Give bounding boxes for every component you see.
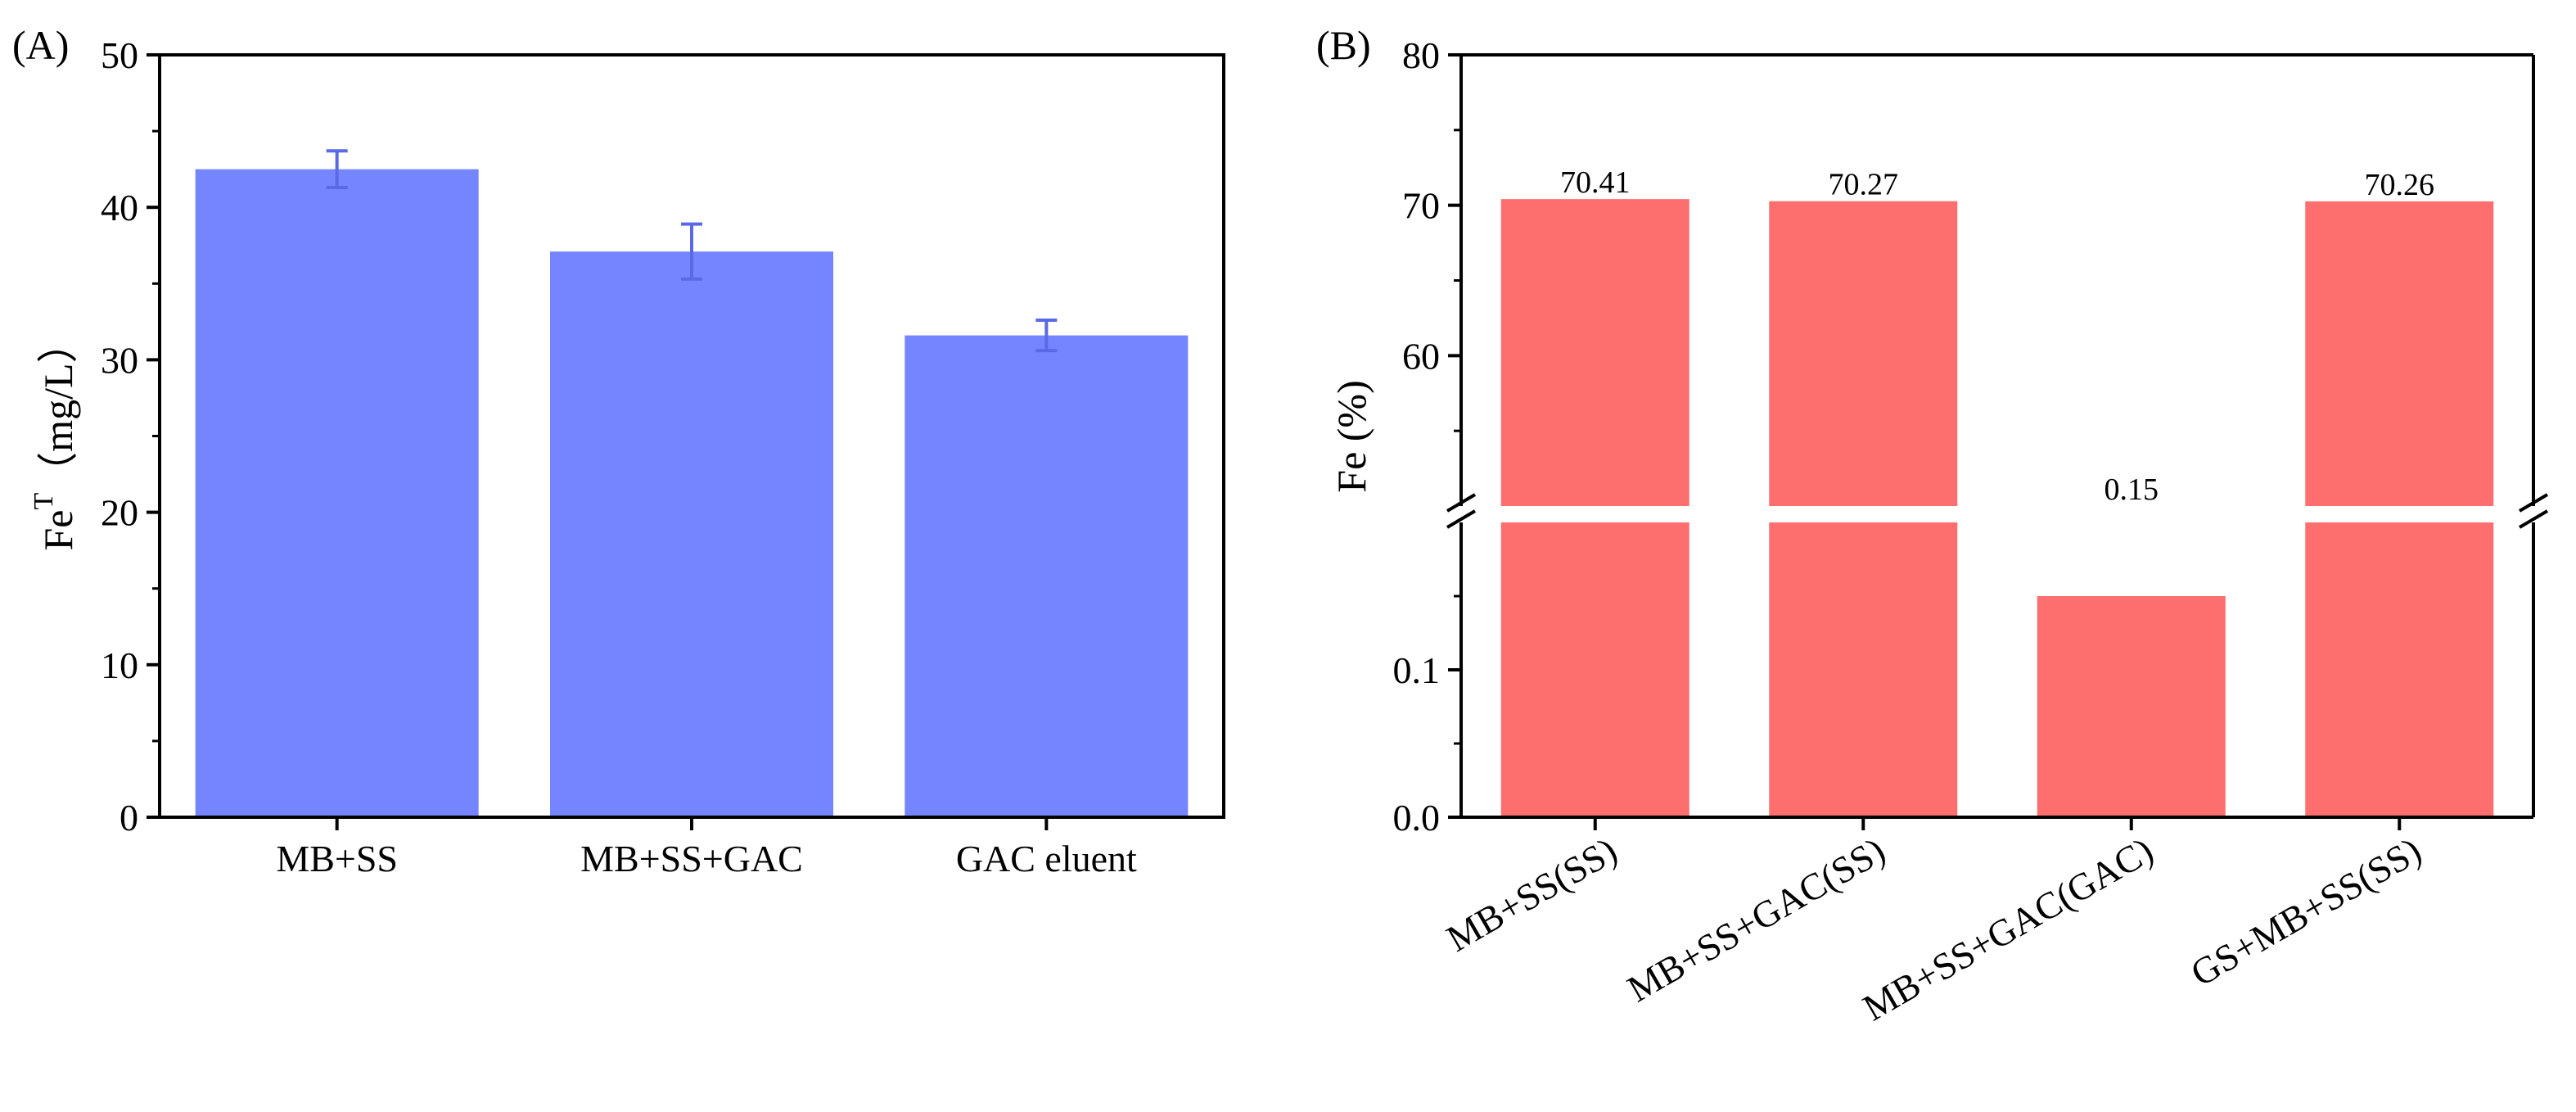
- y-tick-label-b-1: 0.1: [1393, 649, 1441, 691]
- data-label-b-0: 70.41: [1560, 165, 1631, 200]
- x-tick-label-a-1: MB+SS+GAC: [580, 838, 803, 879]
- axis-break-marker-left: [1446, 493, 1477, 529]
- y-tick-label-b-2: 60: [1402, 335, 1440, 377]
- y-tick-label-a-2: 20: [101, 492, 138, 534]
- y-tick-label-a-4: 40: [101, 187, 138, 228]
- panel-b-frame: [1459, 53, 2535, 819]
- y-tick-label-a-0: 0: [120, 797, 138, 839]
- y-tick-label-a-5: 50: [101, 34, 138, 76]
- y-tick-label-a-3: 30: [101, 339, 138, 381]
- x-tick-label-a-2: GAC eluent: [956, 838, 1137, 879]
- panel-b-label: (B): [1316, 22, 1371, 68]
- bar-a-0: [195, 169, 479, 817]
- y-tick-label-b-0: 0.0: [1393, 797, 1441, 839]
- panel-b: (B) 70.41 70.27 0.15 70.26 0.0 0.1 60 70 80 MB+…: [1316, 22, 2549, 1028]
- data-label-b-2: 0.15: [2105, 472, 2159, 507]
- x-tick-label-b-0: MB+SS(SS): [1440, 829, 1624, 959]
- error-bar-a-0: [326, 149, 348, 189]
- x-tick-label-b-2: MB+SS+GAC(GAC): [1856, 829, 2159, 1028]
- panel-a-label: (A): [12, 22, 69, 68]
- x-tick-label-a-0: MB+SS: [276, 838, 398, 879]
- error-bar-a-2: [1035, 318, 1058, 353]
- panel-a-ylabel: FeT（mg/L）: [29, 322, 81, 550]
- axis-break-gap: [1461, 506, 2533, 522]
- bar-a-1: [550, 251, 833, 817]
- error-bar-a-1: [681, 222, 702, 281]
- y-tick-label-b-4: 80: [1402, 34, 1440, 76]
- panel-b-ylabel: Fe (%): [1329, 380, 1374, 492]
- panel-a-frame: [158, 53, 1225, 819]
- y-tick-label-b-3: 70: [1402, 185, 1440, 227]
- y-tick-label-a-1: 10: [101, 644, 138, 686]
- data-label-b-1: 70.27: [1829, 168, 1899, 202]
- axis-break-marker-right: [2518, 493, 2549, 529]
- x-tick-label-b-1: MB+SS+GAC(SS): [1621, 829, 1893, 1010]
- bar-a-2: [905, 335, 1189, 817]
- data-label-b-3: 70.26: [2365, 168, 2435, 202]
- panel-a: (A) 0 10 20 30 40 50 MB+SS MB+SS+GAC GAC eluent…: [12, 22, 1225, 879]
- x-tick-label-b-3: GS+MB+SS(SS): [2184, 829, 2429, 994]
- bar-b-2: [2037, 596, 2226, 817]
